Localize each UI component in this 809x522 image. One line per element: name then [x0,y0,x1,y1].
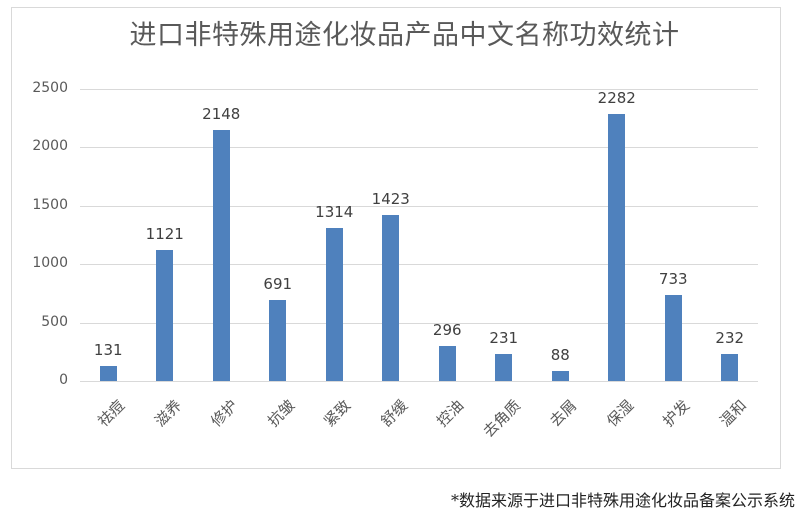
chart-title: 进口非特殊用途化妆品产品中文名称功效统计 [129,20,680,51]
gridline [80,147,758,149]
data-label: 296 [432,321,462,340]
data-label: 1423 [371,189,410,208]
data-label: 131 [93,340,123,359]
data-label: 88 [550,345,570,364]
data-label: 231 [489,329,519,348]
bar [382,214,400,381]
y-tick-label: 500 [41,313,68,330]
bar [551,370,569,381]
plot-area: 131 1121 2148 691 1314 1423 296 231 88 2282 733 232 [80,89,758,382]
data-label: 691 [263,275,293,294]
data-label: 733 [658,270,688,289]
data-label: 2282 [597,89,636,108]
bar [721,353,739,381]
gridline [80,264,758,266]
bar [325,227,343,381]
bar [438,346,456,381]
bar [99,365,117,381]
data-source-note: *数据来源于进口非特殊用途化妆品备案公示系统 [450,491,795,510]
bar [608,114,626,381]
y-tick-label: 1000 [32,255,68,272]
data-label: 2148 [202,105,241,124]
bar [269,300,287,381]
data-label: 1121 [145,225,184,244]
y-tick-label: 0 [59,372,68,388]
bar [156,250,174,381]
bar [212,130,230,381]
y-tick-label: 2000 [32,138,68,155]
data-label: 1314 [315,202,354,221]
gridline [80,89,758,90]
bar [664,295,682,381]
gridline [80,322,758,324]
data-label: 232 [715,328,745,347]
gridline [80,205,758,207]
gridline [80,381,758,382]
y-tick-label: 1500 [32,196,68,213]
y-tick-label: 2500 [32,80,68,96]
bar [495,354,513,381]
